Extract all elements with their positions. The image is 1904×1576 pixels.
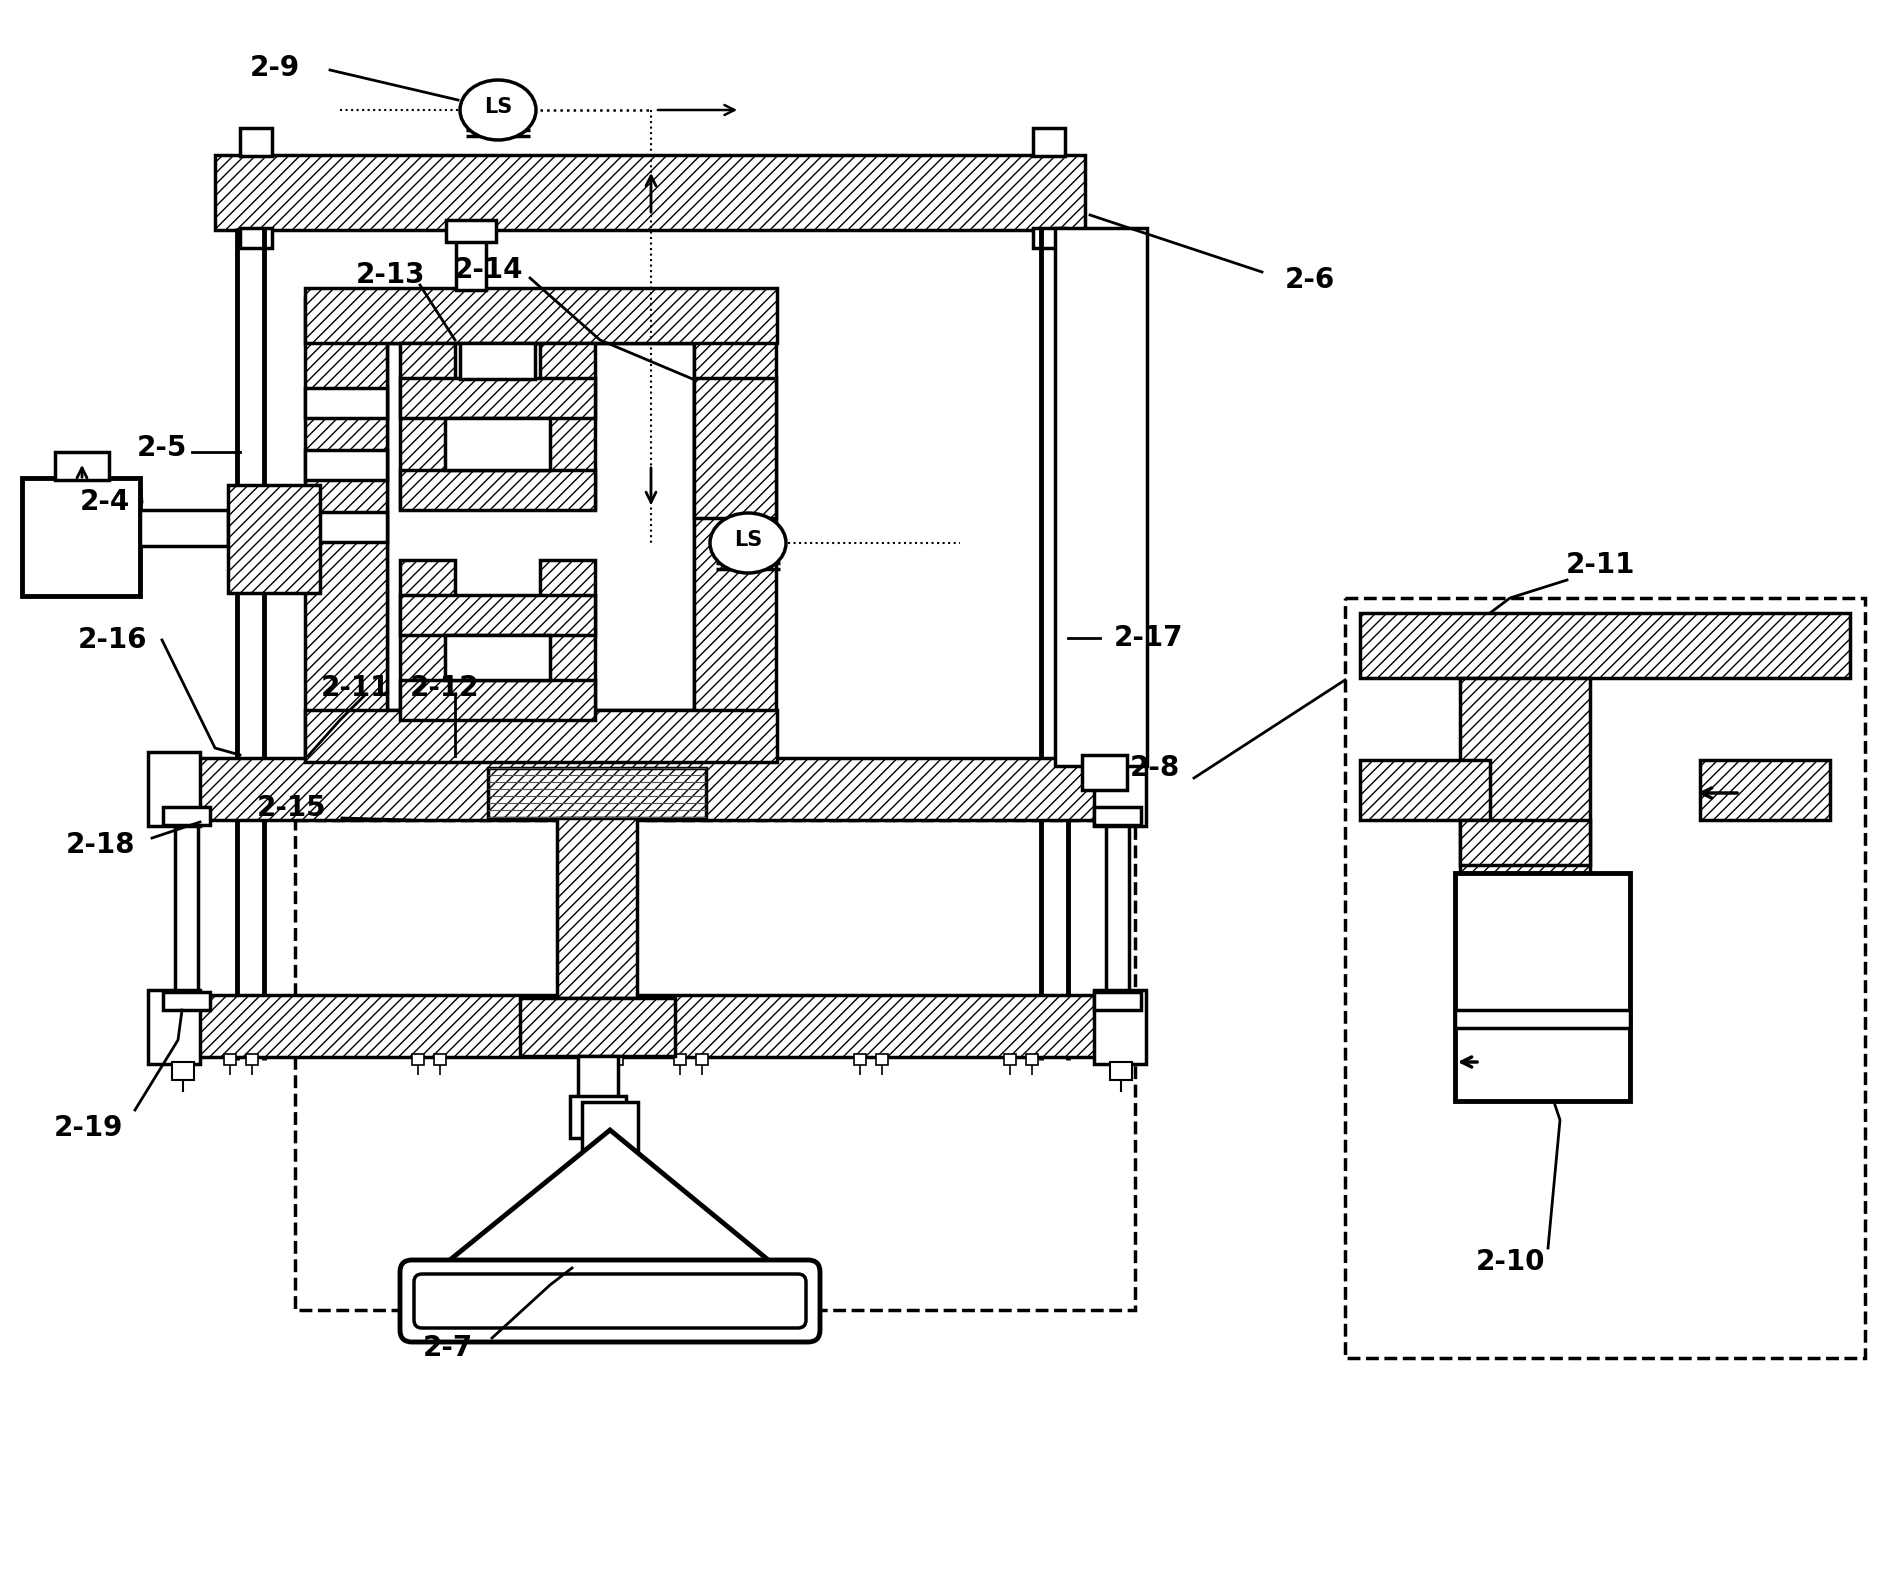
Text: 2-11: 2-11	[1565, 552, 1636, 578]
Bar	[387, 344, 693, 711]
Bar	[246, 1054, 259, 1065]
Bar	[520, 998, 676, 1056]
Bar	[171, 1062, 194, 1080]
Text: 2-11: 2-11	[320, 675, 390, 701]
Bar	[1455, 1010, 1630, 1028]
Bar	[1003, 1054, 1017, 1065]
Bar	[588, 1138, 607, 1160]
Bar	[240, 128, 272, 156]
Text: 2-14: 2-14	[453, 255, 524, 284]
Bar	[1095, 752, 1146, 826]
Bar	[1095, 807, 1140, 824]
Text: 2-10: 2-10	[1476, 1248, 1544, 1277]
Text: 2-19: 2-19	[53, 1114, 122, 1143]
Ellipse shape	[710, 514, 786, 574]
Bar	[23, 478, 141, 596]
Bar	[400, 559, 455, 711]
Bar	[590, 1160, 607, 1176]
Bar	[141, 511, 228, 545]
FancyBboxPatch shape	[413, 1273, 805, 1329]
FancyBboxPatch shape	[400, 1259, 821, 1343]
Text: 2-15: 2-15	[257, 794, 327, 823]
Bar	[305, 288, 777, 344]
Bar	[455, 230, 486, 290]
Bar	[1359, 613, 1851, 678]
Text: 2-17: 2-17	[1114, 624, 1182, 652]
Bar	[1455, 873, 1630, 1102]
Text: 2-4: 2-4	[80, 489, 129, 515]
Bar	[1095, 991, 1140, 1010]
Bar	[558, 818, 638, 998]
Bar	[541, 559, 594, 711]
Bar	[583, 1102, 638, 1150]
Text: 2-16: 2-16	[78, 626, 147, 654]
Bar	[305, 512, 387, 542]
Text: 2-18: 2-18	[65, 831, 135, 859]
Bar	[295, 820, 1135, 1310]
Bar	[446, 635, 550, 679]
Bar	[149, 990, 200, 1064]
Bar	[149, 752, 200, 826]
Bar	[400, 344, 455, 507]
Bar	[588, 1054, 602, 1065]
Bar	[1034, 229, 1064, 247]
Bar	[1034, 128, 1064, 156]
Bar	[541, 344, 594, 507]
Bar	[1344, 597, 1866, 1359]
Bar	[411, 1054, 425, 1065]
Bar	[225, 1054, 236, 1065]
Bar	[305, 451, 387, 481]
Bar	[194, 758, 1095, 820]
Bar	[487, 768, 706, 818]
Bar	[1026, 1054, 1038, 1065]
Bar	[1359, 760, 1491, 820]
Bar	[1700, 760, 1830, 820]
Text: LS: LS	[733, 530, 762, 550]
Bar	[434, 1054, 446, 1065]
Bar	[674, 1054, 685, 1065]
Bar	[1081, 755, 1127, 790]
Bar	[1055, 229, 1146, 766]
Bar	[693, 298, 777, 758]
Bar	[855, 1054, 866, 1065]
Bar	[594, 1150, 625, 1173]
Bar	[400, 596, 594, 635]
Text: 2-7: 2-7	[423, 1333, 472, 1362]
Bar	[194, 994, 1095, 1057]
Text: 2-12: 2-12	[409, 675, 480, 701]
Bar	[228, 485, 320, 593]
Bar	[579, 1056, 619, 1105]
Text: LS: LS	[484, 98, 512, 117]
Text: 2-13: 2-13	[356, 262, 425, 288]
Bar	[1110, 1062, 1133, 1080]
Text: 2-5: 2-5	[137, 433, 187, 462]
Bar	[1095, 990, 1146, 1064]
Bar	[876, 1054, 887, 1065]
Bar	[569, 1095, 626, 1138]
Bar	[1460, 678, 1590, 873]
Bar	[164, 991, 209, 1010]
Text: 2-6: 2-6	[1285, 266, 1335, 295]
Bar	[55, 452, 109, 481]
Bar	[400, 470, 594, 511]
Bar	[611, 1054, 623, 1065]
Bar	[305, 298, 387, 758]
Bar	[446, 418, 550, 470]
Bar	[305, 388, 387, 418]
Bar	[697, 1054, 708, 1065]
Bar	[446, 221, 497, 243]
Bar	[400, 679, 594, 720]
Ellipse shape	[461, 80, 537, 140]
Bar	[693, 378, 777, 519]
Polygon shape	[440, 1130, 779, 1269]
Bar	[461, 344, 535, 378]
Text: 2-9: 2-9	[249, 54, 301, 82]
Bar	[305, 711, 777, 763]
Bar	[400, 378, 594, 418]
Bar	[215, 154, 1085, 230]
Bar	[164, 807, 209, 824]
Bar	[1460, 820, 1590, 865]
Bar	[240, 229, 272, 247]
Text: 2-8: 2-8	[1129, 753, 1180, 782]
